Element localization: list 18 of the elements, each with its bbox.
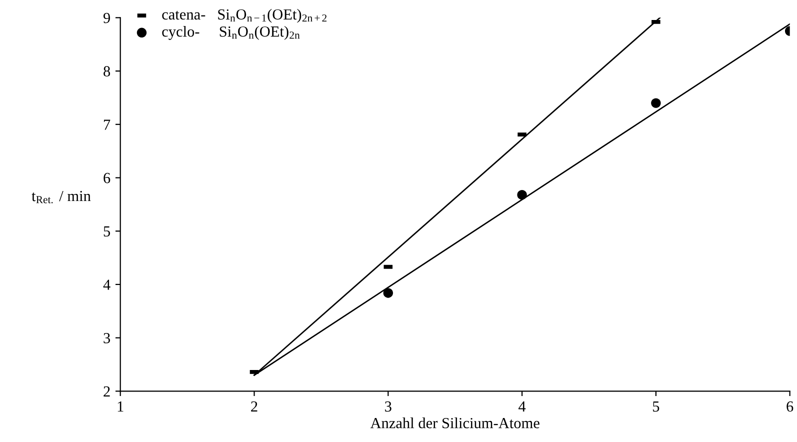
- legend-label: catena- Si$_{n}$O$_{n−1}$(OEt)$_{2n+2}$: [162, 8, 327, 23]
- y-tick-label: 2: [104, 386, 110, 396]
- y-axis-title: t$_{Ret.}$ / min: [32, 190, 91, 204]
- x-axis-title: Anzahl der Silicium-Atome: [370, 418, 540, 428]
- legend-label: cyclo- Si$_{n}$O$_{n}$(OEt)$_{2n}$: [162, 26, 300, 40]
- x-tick-label: 5: [653, 401, 660, 412]
- y-tick-label: 7: [104, 120, 110, 130]
- y-tick-label: 9: [103, 12, 110, 24]
- x-tick-label: 1: [118, 401, 124, 412]
- x-tick-label: 6: [786, 401, 794, 412]
- y-tick-label: 5: [104, 226, 110, 237]
- y-tick-label: 6: [104, 172, 110, 184]
- y-tick-label: 8: [104, 66, 110, 76]
- x-tick-label: 4: [518, 401, 526, 412]
- y-tick-label: 4: [103, 280, 110, 290]
- x-tick-label: 3: [385, 401, 392, 412]
- y-tick-label: 3: [104, 333, 110, 344]
- x-tick-label: 2: [251, 401, 258, 412]
